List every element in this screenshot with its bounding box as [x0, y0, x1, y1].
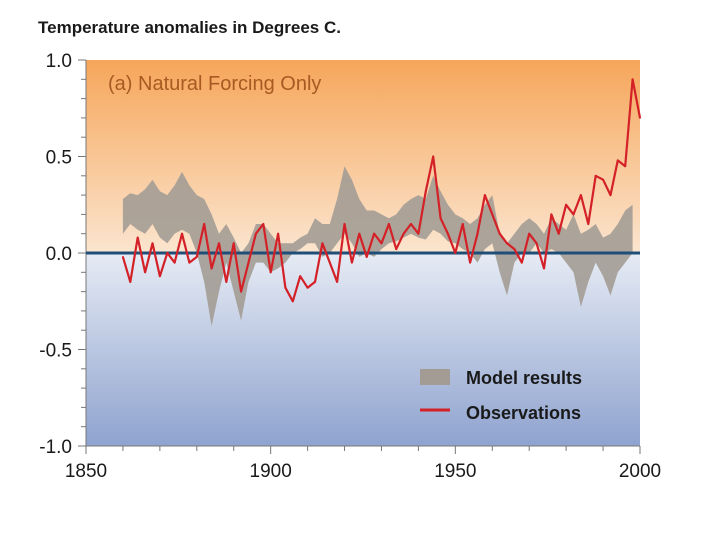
observation-point: [528, 232, 531, 235]
observation-point: [203, 223, 206, 225]
observation-point: [351, 261, 353, 264]
observation-point: [232, 242, 235, 245]
observation-point: [565, 203, 568, 206]
legend-label-model-results: Model results: [466, 368, 582, 388]
observation-point: [306, 286, 309, 289]
observation-point: [277, 232, 279, 235]
observation-point: [424, 190, 427, 193]
observation-point: [498, 232, 501, 235]
observation-point: [520, 261, 523, 264]
observation-point: [328, 261, 331, 264]
model-results-band: [122, 166, 633, 327]
observation-point: [491, 213, 494, 216]
observation-point: [609, 194, 612, 197]
legend: Model results Observations: [420, 368, 582, 423]
observation-point: [535, 242, 538, 245]
observation-point: [572, 213, 575, 216]
observation-point: [402, 232, 405, 235]
observation-point: [587, 223, 590, 225]
chart-title: Temperature anomalies in Degrees C.: [38, 18, 341, 37]
observation-point: [225, 281, 228, 283]
observation-point: [631, 78, 634, 81]
observation-point: [639, 117, 641, 119]
legend-swatch-model-results: [420, 369, 450, 385]
observation-point: [476, 232, 479, 235]
observation-point: [181, 232, 183, 235]
observation-point: [336, 281, 339, 283]
observation-point: [218, 242, 220, 245]
observation-point: [580, 194, 582, 197]
observation-point: [314, 281, 316, 283]
observation-point: [358, 232, 361, 235]
x-axis: 1850 1900 1950 2000: [65, 445, 661, 482]
observation-point: [616, 159, 619, 162]
x-tick-label: 1900: [250, 461, 292, 482]
observation-point: [136, 236, 139, 239]
observation-point: [151, 242, 154, 245]
observation-point: [129, 281, 132, 283]
observation-point: [188, 261, 191, 264]
observation-point: [321, 242, 324, 245]
observation-point: [144, 271, 146, 274]
observation-point: [343, 223, 346, 225]
x-tick-label: 1950: [434, 461, 476, 482]
y-tick-label: 0.5: [46, 148, 72, 169]
observation-point: [254, 232, 257, 235]
x-tick-label: 1850: [65, 461, 107, 482]
observation-point: [469, 261, 472, 264]
observation-point: [447, 232, 449, 235]
observation-point: [624, 165, 627, 168]
observation-point: [439, 217, 442, 220]
observation-point: [373, 232, 375, 235]
observation-point: [454, 252, 457, 254]
observation-point: [550, 213, 553, 216]
observation-point: [240, 290, 243, 293]
y-tick-label: -1.0: [39, 437, 72, 458]
observation-point: [158, 275, 161, 278]
observation-point: [166, 252, 169, 254]
x-tick-label: 2000: [619, 461, 661, 482]
y-tick-label: 1.0: [46, 51, 72, 72]
observation-point: [269, 271, 272, 274]
observation-point: [602, 178, 604, 181]
observation-point: [543, 267, 545, 270]
observation-point: [395, 248, 398, 251]
observation-point: [291, 300, 294, 303]
observation-point: [284, 286, 287, 289]
observation-point: [173, 261, 176, 264]
observation-point: [461, 223, 464, 225]
observation-point: [247, 261, 250, 264]
y-tick-label: -0.5: [39, 341, 72, 362]
series-layer: [86, 78, 642, 327]
observation-point: [417, 232, 420, 235]
observation-point: [299, 275, 302, 278]
legend-label-observations: Observations: [466, 403, 581, 423]
observation-point: [432, 155, 435, 158]
observation-point: [262, 223, 265, 225]
observation-point: [210, 267, 213, 270]
observation-point: [387, 223, 390, 225]
observation-point: [483, 194, 486, 197]
observation-point: [365, 255, 368, 258]
observation-point: [557, 232, 560, 235]
observation-point: [122, 255, 124, 258]
observation-point: [513, 248, 516, 251]
observation-point: [506, 242, 508, 245]
observation-point: [380, 242, 383, 245]
panel-label: (a) Natural Forcing Only: [108, 73, 321, 95]
observation-point: [594, 174, 597, 177]
y-axis: 1.0 0.5 0.0 -0.5 -1.0: [39, 51, 87, 458]
y-tick-label: 0.0: [46, 244, 72, 265]
observation-point: [195, 255, 198, 258]
observation-point: [410, 223, 412, 225]
